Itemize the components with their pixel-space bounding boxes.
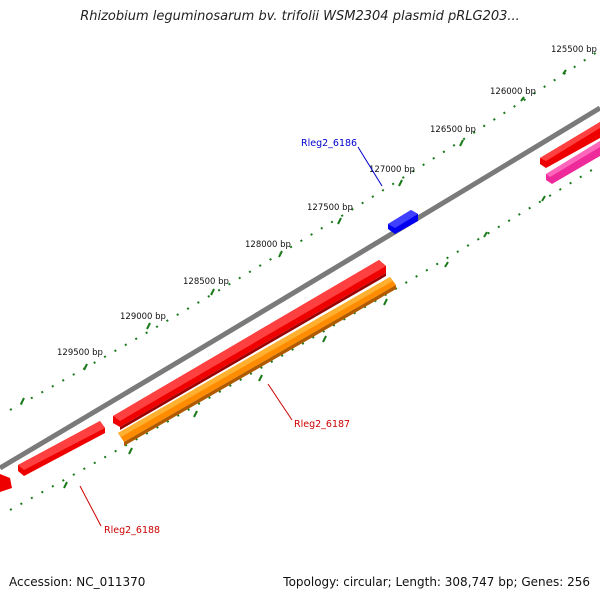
gene-rleg2-6186[interactable] xyxy=(388,210,418,234)
tick-mark xyxy=(20,397,25,405)
tick-mark xyxy=(63,481,68,489)
tick-mark xyxy=(83,363,88,371)
gene-label-rleg2-6187[interactable]: Rleg2_6187 xyxy=(294,419,350,430)
gene-partial-left[interactable] xyxy=(0,474,12,492)
tick-label: 127000 bp xyxy=(369,165,415,175)
tick-mark xyxy=(210,288,215,296)
tick-mark xyxy=(562,69,567,75)
tick-label: 126500 bp xyxy=(430,125,476,135)
orange-feature[interactable] xyxy=(118,277,396,446)
tick-mark xyxy=(444,261,449,268)
tick-mark xyxy=(541,195,546,202)
gene-label-rleg2-6186[interactable]: Rleg2_6186 xyxy=(301,138,357,149)
tick-label: 129500 bp xyxy=(57,348,103,358)
tick-label: 128000 bp xyxy=(245,240,291,250)
tick-mark xyxy=(520,96,525,102)
tick-label: 126000 bp xyxy=(490,87,536,97)
plasmid-backbone xyxy=(0,105,600,471)
tick-mark xyxy=(278,250,283,258)
tick-mark xyxy=(337,217,342,225)
gene-partial-right-red[interactable] xyxy=(540,122,600,168)
outer-tick-track xyxy=(9,49,600,411)
gene-label-rleg2-6188[interactable]: Rleg2_6188 xyxy=(104,525,160,536)
tick-mark xyxy=(459,139,464,147)
tick-label: 128500 bp xyxy=(183,277,229,287)
inner-tick-track xyxy=(9,164,600,511)
gene-rleg2-6187[interactable] xyxy=(113,260,386,430)
leader-line-rleg2-6186 xyxy=(357,146,383,187)
accession-text: Accession: NC_011370 xyxy=(9,575,146,589)
tick-mark xyxy=(258,374,263,382)
tick-label: 127500 bp xyxy=(307,203,353,213)
tick-labels: 125500 bp 126000 bp 126500 bp 127000 bp … xyxy=(57,45,597,358)
gene-partial-right-magenta[interactable] xyxy=(546,141,600,184)
tick-mark xyxy=(128,447,133,455)
tick-mark xyxy=(193,410,198,418)
inner-major-ticks xyxy=(63,195,546,489)
leader-line-rleg2-6187 xyxy=(267,383,293,421)
gene-label-leaders xyxy=(79,146,383,527)
gene-rleg2-6188[interactable] xyxy=(18,421,105,476)
topology-summary: Topology: circular; Length: 308,747 bp; … xyxy=(283,575,590,589)
leader-line-rleg2-6188 xyxy=(79,485,102,527)
tick-mark xyxy=(483,231,488,238)
tick-mark xyxy=(383,298,388,306)
outer-major-ticks xyxy=(20,69,567,405)
gene-features xyxy=(0,122,600,492)
tick-mark xyxy=(398,179,403,187)
plasmid-title: Rhizobium leguminosarum bv. trifolii WSM… xyxy=(80,9,520,24)
tick-label: 129000 bp xyxy=(120,312,166,322)
gene-labels: Rleg2_6186 Rleg2_6187 Rleg2_6188 xyxy=(104,138,357,536)
tick-mark xyxy=(146,322,151,330)
tick-label: 125500 bp xyxy=(551,45,597,55)
tick-mark xyxy=(322,335,327,343)
